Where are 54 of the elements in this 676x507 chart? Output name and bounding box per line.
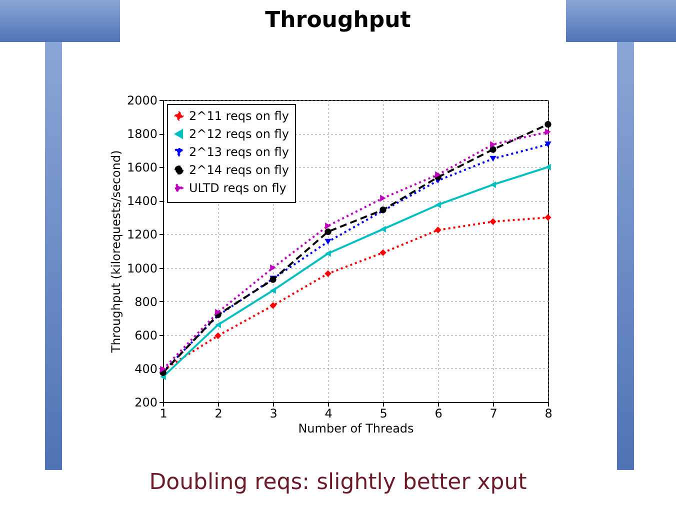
- point: [270, 287, 276, 294]
- y-tick-label: 200: [134, 396, 158, 410]
- y-tick-label: 1400: [126, 194, 158, 208]
- point: [544, 120, 552, 128]
- point: [325, 250, 331, 257]
- point: [490, 218, 496, 225]
- y-tick-label: 400: [134, 362, 158, 376]
- legend-label: 2^11 reqs on fly: [189, 109, 289, 123]
- point: [324, 270, 332, 278]
- x-tick-label: 1: [160, 406, 168, 420]
- point: [215, 321, 221, 328]
- point: [545, 164, 551, 170]
- x-tick-label: 5: [380, 406, 388, 420]
- point: [324, 228, 332, 236]
- point: [324, 238, 332, 245]
- y-tick-label: 800: [134, 294, 158, 309]
- point: [215, 308, 221, 316]
- legend-label: ULTD reqs on fly: [189, 181, 286, 195]
- point: [490, 181, 496, 188]
- point: [214, 332, 222, 340]
- point: [380, 194, 386, 202]
- point: [490, 146, 496, 153]
- x-tick-label: 4: [324, 406, 332, 420]
- point: [435, 202, 441, 208]
- point: [270, 302, 276, 309]
- point: [270, 264, 276, 272]
- x-tick-label: 7: [490, 406, 498, 420]
- x-tick-label: 3: [270, 406, 278, 420]
- legend-label: 2^13 reqs on fly: [189, 145, 289, 159]
- point: [380, 226, 386, 233]
- x-tick-label: 6: [434, 406, 442, 420]
- point: [545, 128, 551, 136]
- y-tick-label: 1200: [126, 228, 158, 242]
- x-axis-title: Number of Threads: [298, 422, 414, 436]
- point: [435, 171, 441, 178]
- point: [380, 249, 386, 256]
- point: [544, 142, 552, 148]
- y-axis-title: Throughput (kilorequests/second): [108, 150, 123, 354]
- text: Doubling reqs: slightly better xput: [148, 470, 528, 495]
- legend-label: 2^14 reqs on fly: [189, 163, 289, 177]
- point: [434, 226, 442, 234]
- y-tick-label: 1600: [126, 160, 158, 175]
- y-tick-label: 600: [134, 328, 158, 342]
- point: [325, 222, 331, 230]
- point: [544, 214, 552, 221]
- y-tick-label: 1800: [126, 127, 158, 142]
- x-tick-label: 2: [214, 406, 222, 420]
- y-tick-label: 1000: [126, 261, 158, 276]
- chart-title: Throughput: [264, 8, 412, 33]
- x-tick-label: 8: [544, 406, 552, 420]
- point: [490, 156, 496, 162]
- point: [490, 141, 496, 148]
- legend-label: 2^12 reqs on fly: [189, 127, 289, 141]
- y-tick-label: 2000: [126, 94, 158, 108]
